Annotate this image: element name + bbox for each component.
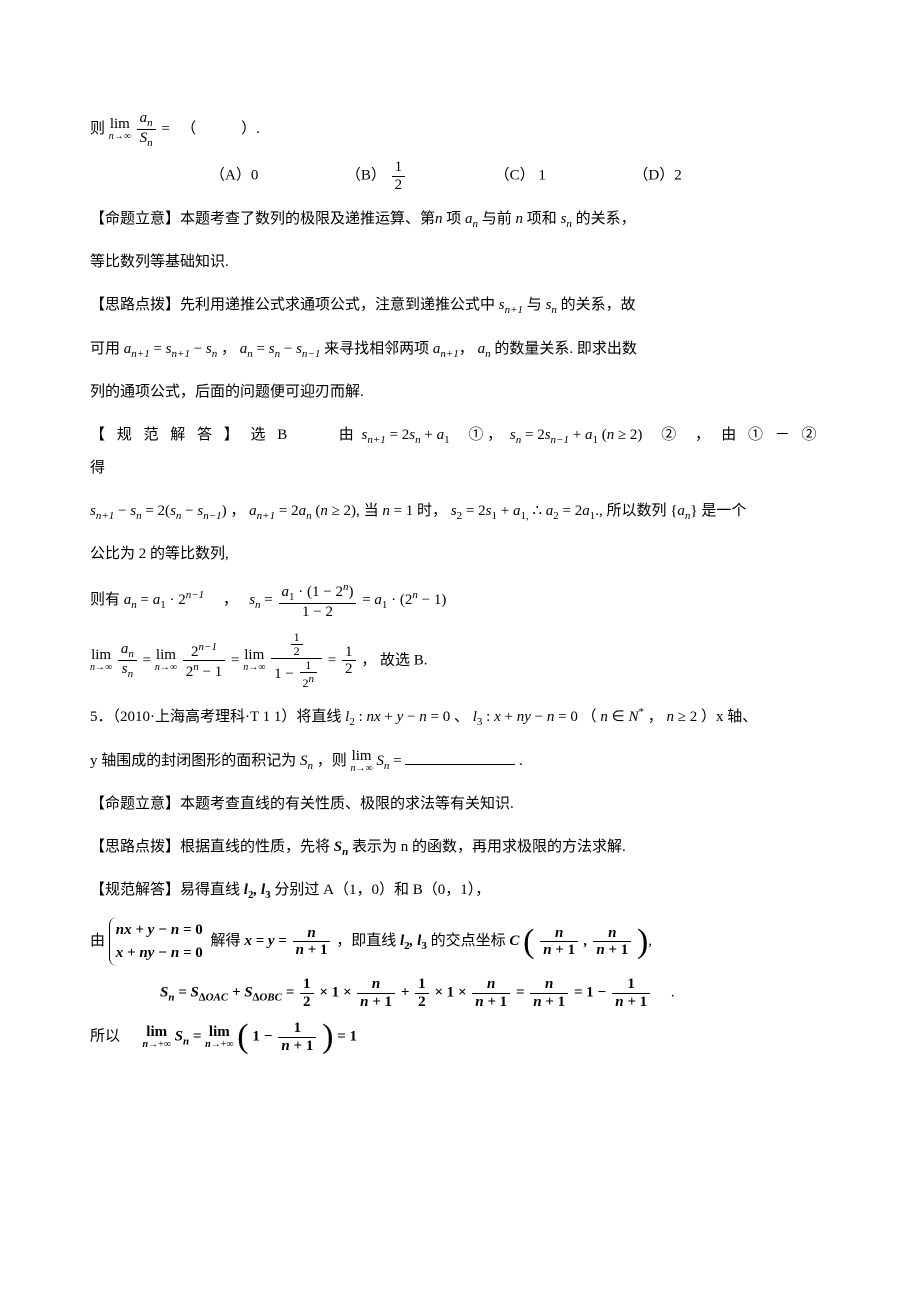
- q4-final: limn→∞ an sn = limn→∞ 2n−1 2n − 1 = limn…: [90, 631, 830, 691]
- limit-symbol: limn→∞: [243, 648, 265, 673]
- limit-symbol: limn→∞: [109, 117, 131, 142]
- text: 【规范解答】易得直线: [90, 882, 240, 898]
- text: ，则: [317, 753, 347, 769]
- text: 由: [339, 427, 358, 443]
- text: y 轴围成的封闭图形的面积记为: [90, 753, 296, 769]
- text: 项: [446, 211, 461, 227]
- opt-b-frac: 1 2: [392, 159, 406, 193]
- limit-symbol: limn→+∞: [143, 1025, 171, 1050]
- text: 【思路点拨】先利用递推公式求通项公式，注意到递推公式中: [90, 297, 495, 313]
- text: 当: [364, 503, 379, 519]
- limit-symbol: limn→∞: [90, 648, 112, 673]
- q5-silu: 【思路点拨】根据直线的性质，先将 Sn 表示为 n 的函数，再用求极限的方法求解…: [90, 831, 830, 864]
- frac: 2n−1 2n − 1: [183, 641, 225, 681]
- limit-symbol: limn→∞: [351, 749, 373, 774]
- text: 5．（2010·上海高考理科·T 1 1）将直线: [90, 709, 341, 725]
- opt-b-label: （B）: [346, 168, 386, 184]
- frac: 12: [415, 976, 429, 1010]
- frac: 12 1 − 12n: [271, 631, 322, 691]
- q4-silu: 【思路点拨】先利用递推公式求通项公式，注意到递推公式中 sn+1 与 sn 的关…: [90, 289, 830, 322]
- limit-symbol: limn→∞: [155, 648, 177, 673]
- blank-paren: （ ）.: [174, 121, 260, 137]
- text: 表示为 n 的函数，再用求极限的方法求解.: [352, 839, 626, 855]
- q4-mingti2: 等比数列等基础知识.: [90, 246, 830, 279]
- frac: nn + 1: [472, 976, 510, 1010]
- frac: 12: [300, 976, 314, 1010]
- frac: an sn: [118, 641, 137, 680]
- frac: 1n + 1: [612, 976, 650, 1010]
- text: 的数量关系. 即求出数: [494, 341, 637, 357]
- text: 所以: [90, 1029, 120, 1045]
- q4-guifan1: 【 规 范 解 答 】 选 B 由 sn+1 = 2sn + a1 ① ， sn…: [90, 419, 830, 485]
- text: （: [582, 709, 597, 725]
- frac: nn + 1: [293, 925, 331, 959]
- brace-cases: nx + y − n = 0 x + ny − n = 0: [109, 917, 207, 966]
- equals: =: [161, 121, 173, 137]
- q4-mingti: 【命题立意】本题考查了数列的极限及递推运算、第n 项 an 与前 n 项和 sn…: [90, 203, 830, 236]
- frac: 12: [342, 644, 356, 678]
- text: ②: [661, 427, 676, 443]
- q4-guifan3: 公比为 2 的等比数列,: [90, 538, 830, 571]
- answer-blank: [405, 749, 515, 765]
- text: 与前: [482, 211, 512, 227]
- text: ，: [487, 427, 506, 443]
- q5-sn-equation: Sn = S∆OAC + S∆OBC = 12 × 1 × nn + 1 + 1…: [90, 976, 830, 1010]
- text: 由: [90, 933, 105, 949]
- q5-final: 所以 limn→+∞ Sn = limn→+∞ ( 1 − 1n + 1 ) =…: [90, 1020, 830, 1054]
- q4-silu2: 可用 an+1 = sn+1 − sn ， an = sn − sn−1 来寻找…: [90, 333, 830, 366]
- text: ①: [468, 427, 483, 443]
- text: 、: [454, 709, 469, 725]
- text: 时，: [417, 503, 447, 519]
- q5-system: 由 nx + y − n = 0 x + ny − n = 0 解得 x = y…: [90, 917, 830, 966]
- opt-d: （D）2: [633, 168, 681, 184]
- q4-silu3: 列的通项公式，后面的问题便可迎刃而解.: [90, 376, 830, 409]
- text: 来寻找相邻两项: [324, 341, 429, 357]
- text: 解得: [211, 933, 241, 949]
- opt-a: （A）0: [210, 168, 258, 184]
- text: 则: [90, 121, 105, 137]
- q4-guifan2: sn+1 − sn = 2(sn − sn−1) ， an+1 = 2an (n…: [90, 495, 830, 528]
- frac: 1n + 1: [278, 1020, 316, 1054]
- limit-symbol: limn→+∞: [205, 1025, 233, 1050]
- text: 的交点坐标: [431, 933, 506, 949]
- text: 故选 B.: [380, 652, 428, 668]
- q4-zeyou: 则有 an = a1 · 2n−1 ， sn = a1 · (1 − 2n) 1…: [90, 581, 830, 621]
- q5-stem: 5．（2010·上海高考理科·T 1 1）将直线 l2 : nx + y − n…: [90, 700, 830, 734]
- frac: nn + 1: [593, 925, 631, 959]
- frac: a1 · (1 − 2n) 1 − 2: [279, 581, 357, 621]
- frac: nn + 1: [540, 925, 578, 959]
- text: 【命题立意】本题考查了数列的极限及递推运算、第: [90, 211, 435, 227]
- text: 与: [527, 297, 542, 313]
- text: 的关系，: [576, 211, 636, 227]
- text: 分别过 A（1，0）和 B（0，1），: [274, 882, 490, 898]
- q4-options: （A）0 （B） 1 2 （C） 1 （D）2: [90, 159, 830, 193]
- text: 【 规 范 解 答 】 选 B: [90, 427, 291, 443]
- opt-c: （C） 1: [495, 168, 546, 184]
- text: ，即直线: [336, 933, 396, 949]
- frac: an Sn: [137, 110, 156, 149]
- text: 可用: [90, 341, 120, 357]
- text: 的关系，故: [561, 297, 636, 313]
- text: 项和: [527, 211, 557, 227]
- q4-stem-tail: 则 limn→∞ an Sn = （ ）.: [90, 110, 830, 149]
- text: ，: [648, 709, 663, 725]
- text: ）x 轴、: [701, 709, 757, 725]
- text: 【思路点拨】根据直线的性质，先将: [90, 839, 330, 855]
- q5-mingti: 【命题立意】本题考查直线的有关性质、极限的求法等有关知识.: [90, 788, 830, 821]
- q5-guifan: 【规范解答】易得直线 l2, l3 分别过 A（1，0）和 B（0，1），: [90, 874, 830, 907]
- text: 是一个: [701, 503, 746, 519]
- q5-stem2: y 轴围成的封闭图形的面积记为 Sn ，则 limn→∞ Sn = .: [90, 745, 830, 778]
- text: 所以数列: [606, 503, 666, 519]
- frac: nn + 1: [530, 976, 568, 1010]
- frac: nn + 1: [357, 976, 395, 1010]
- text: 则有: [90, 592, 120, 608]
